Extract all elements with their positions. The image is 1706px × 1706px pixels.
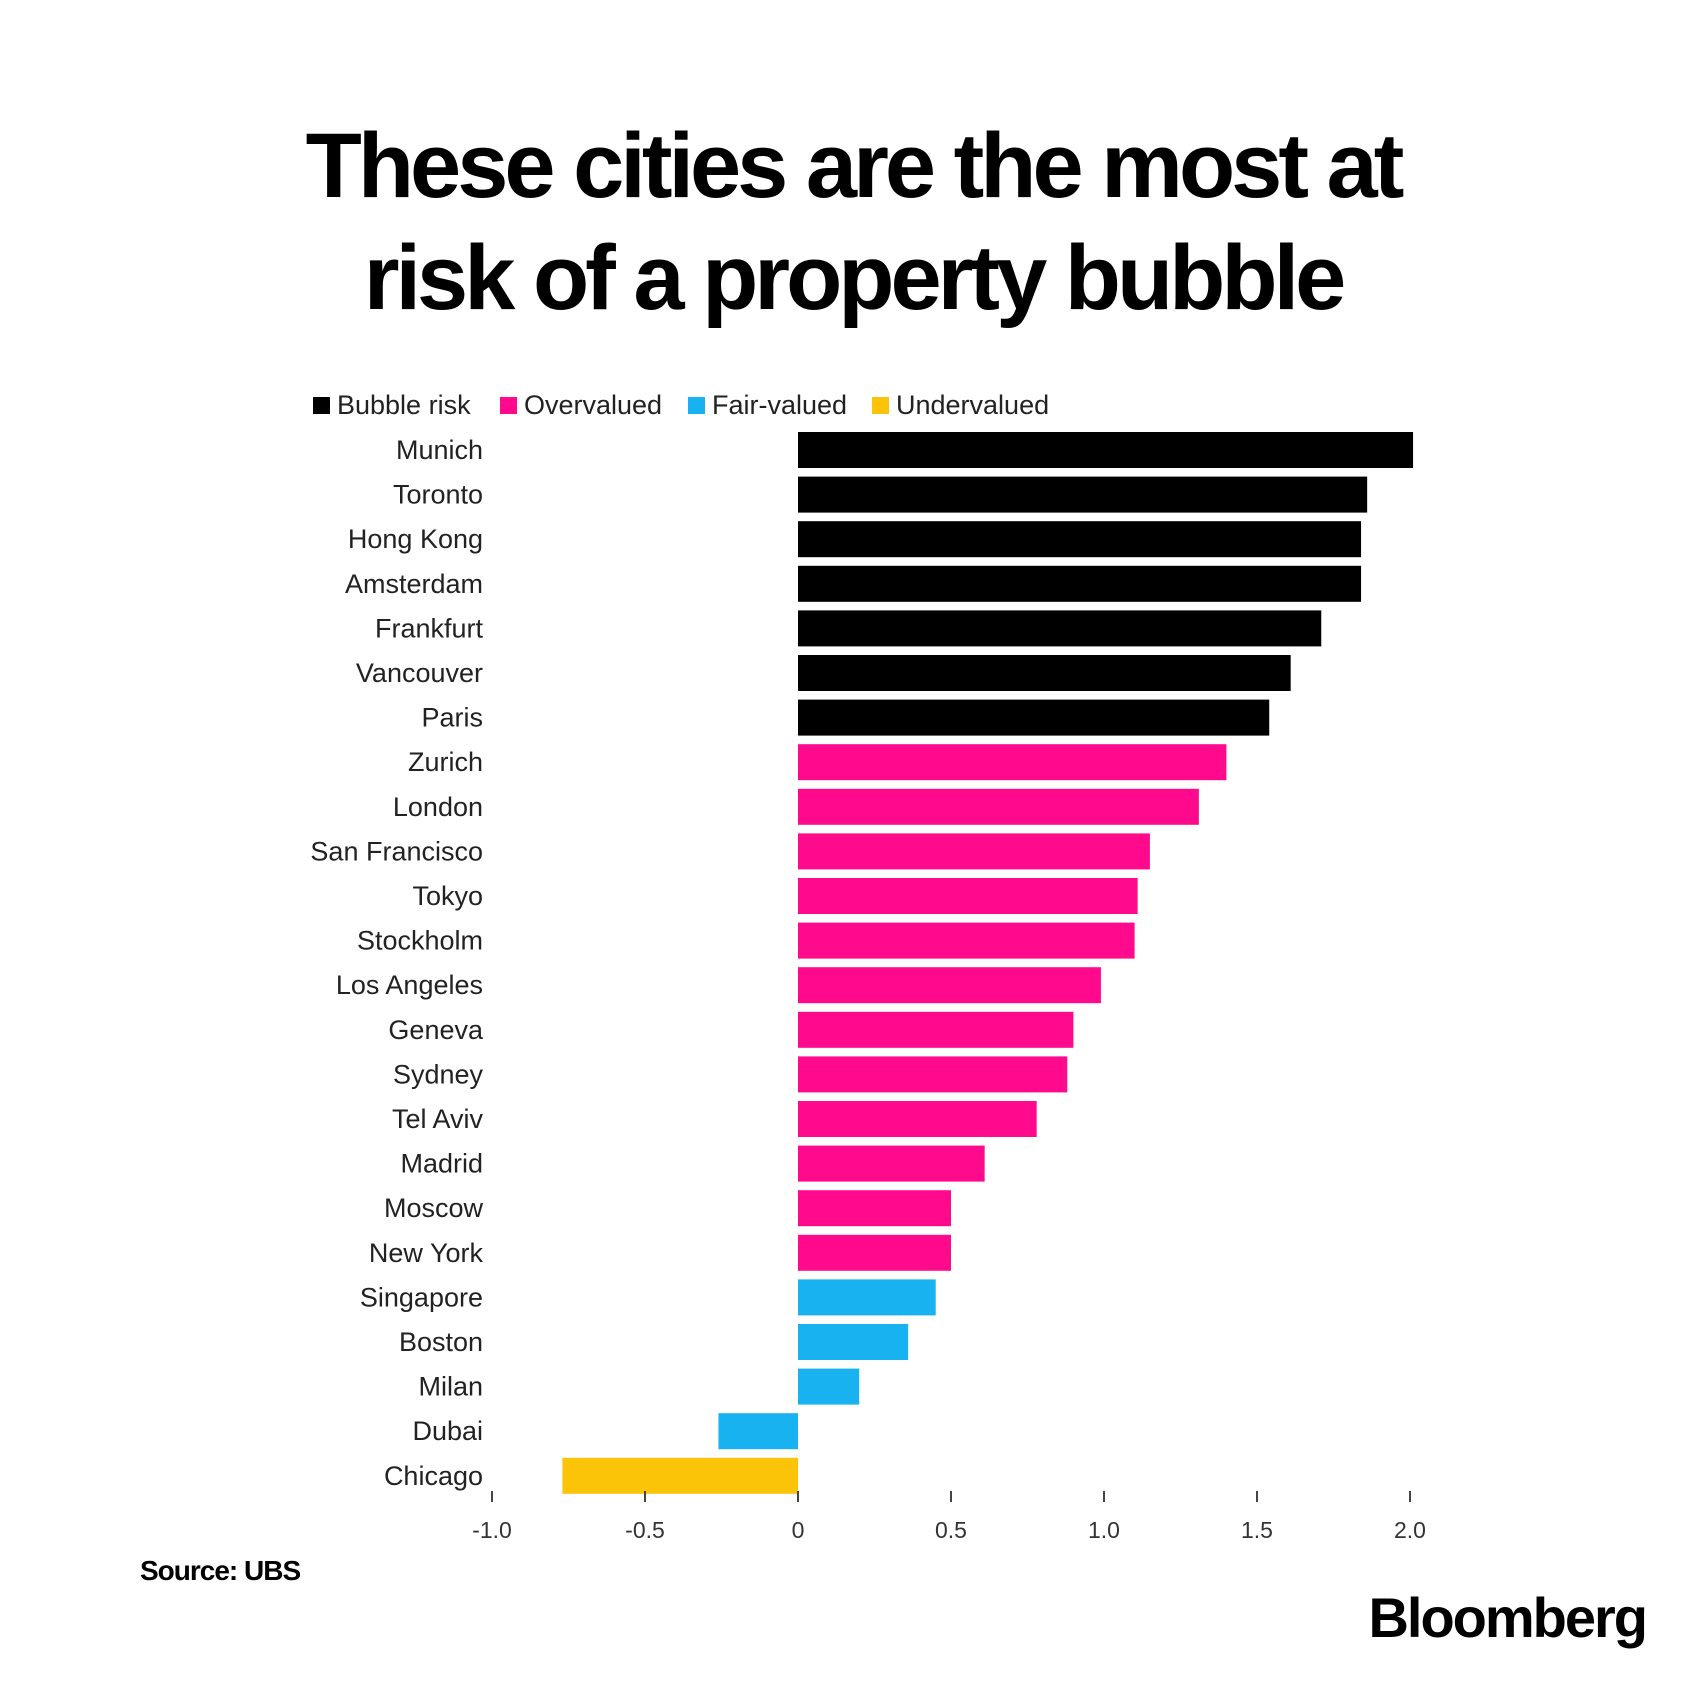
legend-swatch-fair-valued (688, 397, 705, 414)
category-label-boston: Boston (399, 1327, 483, 1357)
category-label-toronto: Toronto (393, 480, 483, 510)
x-tick-label-1-0: -1.0 (472, 1517, 512, 1543)
x-tick-label-1-5: 1.5 (1241, 1517, 1273, 1543)
legend-swatch-bubble-risk (313, 397, 330, 414)
category-label-munich: Munich (396, 435, 483, 465)
category-label-chicago: Chicago (384, 1461, 483, 1491)
legend-swatch-overvalued (500, 397, 517, 414)
bar-amsterdam (798, 565, 1362, 602)
x-tick-label-2-0: 2.0 (1394, 1517, 1426, 1543)
bar-sydney (798, 1056, 1068, 1093)
category-label-tokyo: Tokyo (412, 881, 483, 911)
category-label-london: London (393, 792, 483, 822)
chart-title-line-1: These cities are the most at (305, 115, 1405, 217)
bar-hong-kong (798, 521, 1362, 558)
bar-chicago (562, 1457, 798, 1494)
category-label-dubai: Dubai (412, 1416, 483, 1446)
bar-zurich (798, 744, 1227, 781)
bar-munich (798, 432, 1414, 468)
bar-london (798, 788, 1199, 825)
legend: Bubble risk Overvalued Fair-valued Underval… (313, 390, 1049, 420)
category-label-san-francisco: San Francisco (310, 836, 483, 866)
bar-stockholm (798, 922, 1135, 959)
legend-label-bubble-risk: Bubble risk (337, 390, 471, 420)
bars (562, 432, 1414, 1494)
category-label-vancouver: Vancouver (356, 658, 483, 688)
category-label-geneva: Geneva (388, 1015, 484, 1045)
bar-dubai (718, 1413, 798, 1450)
category-label-madrid: Madrid (400, 1149, 483, 1179)
category-labels: Munich Toronto Hong Kong Amsterdam Frankfurt… (310, 435, 484, 1491)
category-label-tel-aviv: Tel Aviv (392, 1104, 484, 1134)
category-label-singapore: Singapore (360, 1282, 483, 1312)
category-label-milan: Milan (418, 1372, 483, 1402)
bar-new-york (798, 1234, 951, 1271)
legend-label-fair-valued: Fair-valued (712, 390, 847, 420)
chart-title-line-2: risk of a property bubble (363, 227, 1347, 329)
x-tick-label-0: 0 (792, 1517, 805, 1543)
category-label-amsterdam: Amsterdam (345, 569, 483, 599)
bar-milan (798, 1368, 860, 1405)
category-label-moscow: Moscow (384, 1193, 484, 1223)
bar-paris (798, 699, 1270, 736)
legend-swatch-undervalued (872, 397, 889, 414)
chart-title: These cities are the most at risk of a p… (0, 110, 1706, 334)
x-tick-label-0-5: 0.5 (935, 1517, 967, 1543)
bar-toronto (798, 476, 1368, 513)
bar-madrid (798, 1145, 985, 1182)
x-axis: -1.0 -0.5 0 0.5 1.0 1.5 2.0 (472, 1491, 1426, 1543)
category-label-hong-kong: Hong Kong (348, 524, 483, 554)
category-label-los-angeles: Los Angeles (336, 970, 483, 1000)
bar-frankfurt (798, 610, 1322, 647)
category-label-frankfurt: Frankfurt (375, 613, 484, 643)
category-label-sydney: Sydney (393, 1059, 484, 1089)
x-tick-label-1-0: 1.0 (1088, 1517, 1120, 1543)
bar-tel-aviv (798, 1101, 1037, 1137)
legend-label-overvalued: Overvalued (524, 390, 662, 420)
bar-vancouver (798, 655, 1291, 691)
bar-tokyo (798, 878, 1138, 914)
category-label-paris: Paris (421, 703, 483, 733)
bar-boston (798, 1324, 909, 1360)
bloomberg-logo: Bloomberg (1368, 1586, 1648, 1649)
bar-san-francisco (798, 833, 1150, 870)
category-label-new-york: New York (369, 1238, 484, 1268)
bar-singapore (798, 1279, 936, 1316)
category-label-zurich: Zurich (408, 747, 483, 777)
bar-geneva (798, 1011, 1074, 1048)
category-label-stockholm: Stockholm (357, 926, 483, 956)
bar-los-angeles (798, 967, 1101, 1004)
legend-label-undervalued: Undervalued (896, 390, 1049, 420)
source-note: Source: UBS (140, 1555, 301, 1586)
x-tick-label-0-5: -0.5 (625, 1517, 665, 1543)
bar-moscow (798, 1190, 951, 1227)
